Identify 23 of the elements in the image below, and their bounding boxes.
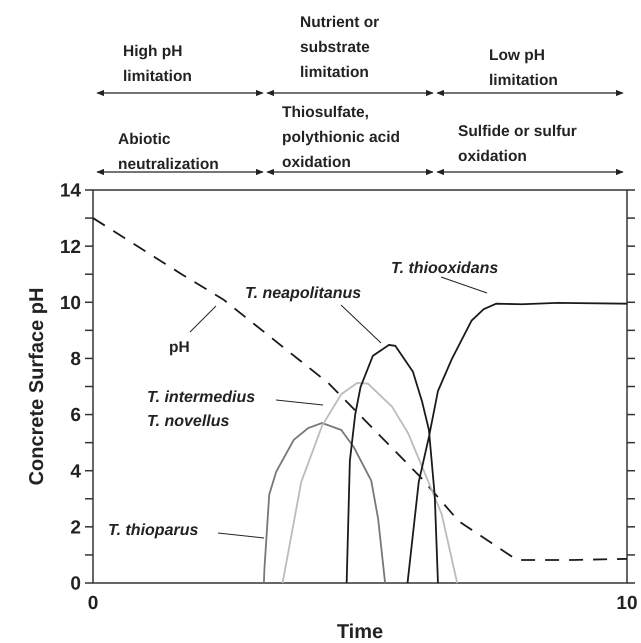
text: Low pH limitation <box>489 47 558 89</box>
y-tick-label: 0 <box>70 574 81 595</box>
y-tick-label: 6 <box>70 405 81 426</box>
y-tick-label: 10 <box>60 292 81 314</box>
y-axis-title: Concrete Surface pH <box>26 288 48 486</box>
annotation: T. intermedius T. novellus <box>147 389 256 430</box>
line-series <box>282 382 458 584</box>
annotation: T. thioparus <box>108 522 198 539</box>
annotation: T. neapolitanus <box>245 285 362 302</box>
line-series <box>262 422 386 584</box>
annotation: T. thiooxidans <box>391 260 498 277</box>
text: Thiosulfate, polythionic acid oxidation <box>282 104 400 171</box>
y-tick-label: 4 <box>70 461 82 482</box>
annotation: pH <box>169 339 190 356</box>
y-tick-label: 12 <box>60 236 81 258</box>
y-tick-label: 8 <box>70 349 81 370</box>
text: Sulfide or sulfur oxidation <box>458 123 577 165</box>
text: Nutrient or substrate limitation <box>300 14 380 81</box>
text: High pH limitation <box>123 43 192 85</box>
y-tick-label: 14 <box>60 180 82 202</box>
y-tick-label: 2 <box>70 518 81 539</box>
x-axis-title: Time <box>336 621 384 643</box>
text: Abiotic neutralization <box>118 131 219 173</box>
